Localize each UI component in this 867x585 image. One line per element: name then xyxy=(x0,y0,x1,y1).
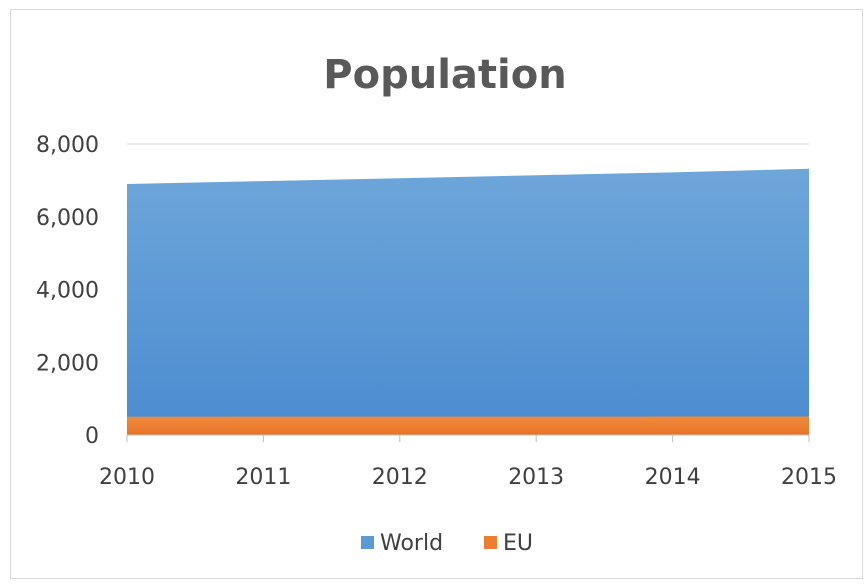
y-tick-label: 8,000 xyxy=(36,133,99,158)
x-tick-label: 2011 xyxy=(235,465,291,490)
legend-swatch-eu xyxy=(484,536,497,549)
x-tick-label: 2013 xyxy=(508,465,564,490)
y-tick-label: 0 xyxy=(85,424,99,449)
legend: World EU xyxy=(361,531,533,556)
area-series xyxy=(127,168,809,436)
x-tick-label: 2014 xyxy=(645,465,701,490)
area-world xyxy=(127,168,809,436)
area-eu xyxy=(127,416,809,435)
x-tick-label: 2010 xyxy=(99,465,155,490)
legend-label-eu: EU xyxy=(503,531,533,556)
legend-label-world: World xyxy=(380,531,443,556)
y-tick-label: 2,000 xyxy=(36,351,99,376)
chart-title: Population xyxy=(323,52,566,98)
y-tick-label: 6,000 xyxy=(36,206,99,231)
axes: 0 2,000 4,000 6,000 8,000 2010 2011 2012 2013 201… xyxy=(36,133,837,490)
x-tick-label: 2012 xyxy=(372,465,428,490)
legend-swatch-world xyxy=(361,536,374,549)
y-tick-label: 4,000 xyxy=(36,279,99,304)
x-tick-label: 2015 xyxy=(781,465,837,490)
